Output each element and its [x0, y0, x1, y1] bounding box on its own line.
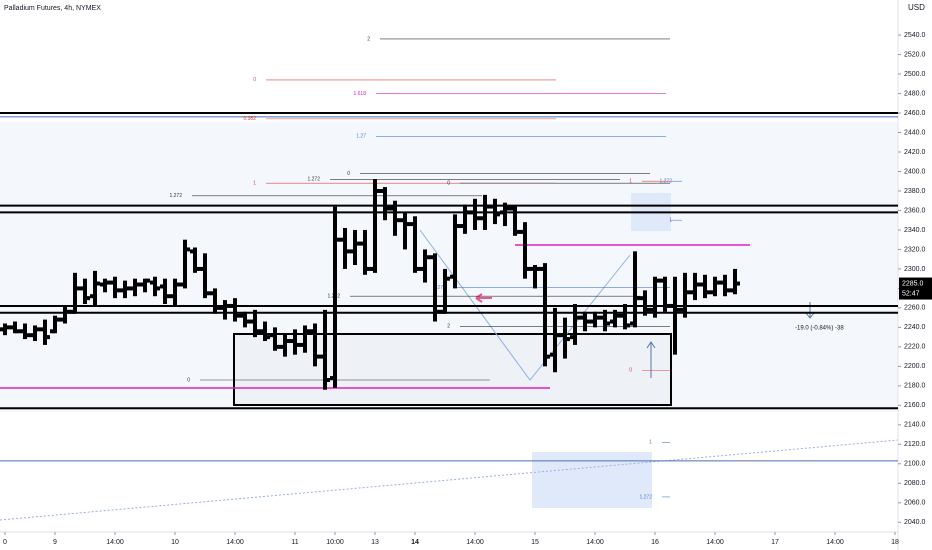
x-tick-label: 0 — [3, 539, 7, 546]
y-tick-label: 2480.0 — [904, 90, 926, 97]
fib-label: 1 — [649, 440, 652, 446]
y-tick-label: 2540.0 — [904, 32, 926, 39]
fib-label: 0 — [629, 368, 632, 374]
x-tick-label: 11 — [291, 539, 298, 546]
y-tick-label: 2500.0 — [904, 71, 926, 78]
last-price: 2285.0 — [902, 280, 924, 287]
fib-label: 1 — [253, 181, 256, 187]
y-tick-label: 2460.0 — [904, 110, 926, 117]
y-tick-label: 2080.0 — [904, 480, 926, 487]
fib-label: 1.272 — [169, 193, 182, 199]
fib-label: 1 — [669, 218, 672, 224]
x-tick-label: 17 — [771, 539, 779, 546]
last-price-box — [899, 277, 932, 300]
y-tick-label: 2240.0 — [904, 324, 926, 331]
x-tick-label: 14:00 — [106, 539, 124, 546]
y-tick-label: 2380.0 — [904, 188, 926, 195]
fib-label: 1.272 — [307, 177, 320, 183]
currency: USD — [908, 3, 925, 12]
y-tick-label: 2180.0 — [904, 383, 926, 390]
countdown: 52:47 — [902, 290, 920, 297]
fib-label: 1.618 — [353, 91, 366, 97]
x-tick-label: 13 — [371, 539, 379, 546]
x-tick-label: 14:00 — [226, 539, 244, 546]
chart-title: Palladium Futures, 4h, NYMEX — [4, 5, 101, 12]
y-tick-label: 2200.0 — [904, 363, 926, 370]
y-tick-label: 2260.0 — [904, 305, 926, 312]
x-tick-label: 14:00 — [706, 539, 724, 546]
y-tick-label: 2360.0 — [904, 207, 926, 214]
x-tick-label: 14:00 — [826, 539, 844, 546]
fib-label: 1.27 — [433, 285, 443, 291]
y-tick-label: 2340.0 — [904, 227, 926, 234]
fib-label: 0 — [447, 181, 450, 187]
fib-label: 0 — [187, 377, 190, 383]
y-tick-label: 2520.0 — [904, 51, 926, 58]
fib-label: 1.27 — [356, 134, 366, 140]
x-tick-label: 14:00 — [586, 539, 604, 546]
arrow — [805, 302, 815, 319]
x-tick-label: 10 — [171, 539, 179, 546]
fib-label: 0 — [347, 171, 350, 177]
measure: -19.0 (-0.84%) -38 — [795, 326, 844, 332]
y-tick-label: 2420.0 — [904, 149, 926, 156]
arrow — [646, 341, 656, 378]
fib-label: 0.382 — [243, 116, 256, 122]
y-tick-label: 2320.0 — [904, 246, 926, 253]
y-tick-label: 2160.0 — [904, 402, 926, 409]
y-tick-label: 2440.0 — [904, 129, 926, 136]
y-tick-label: 2100.0 — [904, 461, 926, 468]
fib-label: 0 — [253, 77, 256, 83]
fib-label: 1.272 — [659, 179, 672, 185]
y-tick-label: 2300.0 — [904, 266, 926, 273]
y-tick-label: 2140.0 — [904, 422, 926, 429]
y-tick-label: 2040.0 — [904, 519, 926, 526]
x-tick-label: 9 — [53, 539, 57, 546]
fib-label: 2 — [367, 36, 370, 42]
y-tick-label: 2060.0 — [904, 500, 926, 507]
y-tick-label: 2220.0 — [904, 344, 926, 351]
fib-label: 2 — [447, 324, 450, 330]
x-tick-label: 18 — [891, 539, 899, 546]
fib-label: 1 — [629, 179, 632, 185]
x-tick-label: 15 — [531, 539, 539, 546]
x-tick-label: 10:00 — [326, 539, 344, 546]
x-tick-label: 14:00 — [466, 539, 484, 546]
y-tick-label: 2400.0 — [904, 168, 926, 175]
x-tick-label: 16 — [651, 539, 659, 546]
fib-label: 1.272 — [639, 494, 652, 500]
y-tick-label: 2120.0 — [904, 441, 926, 448]
x-tick-label: 14 — [411, 539, 419, 546]
